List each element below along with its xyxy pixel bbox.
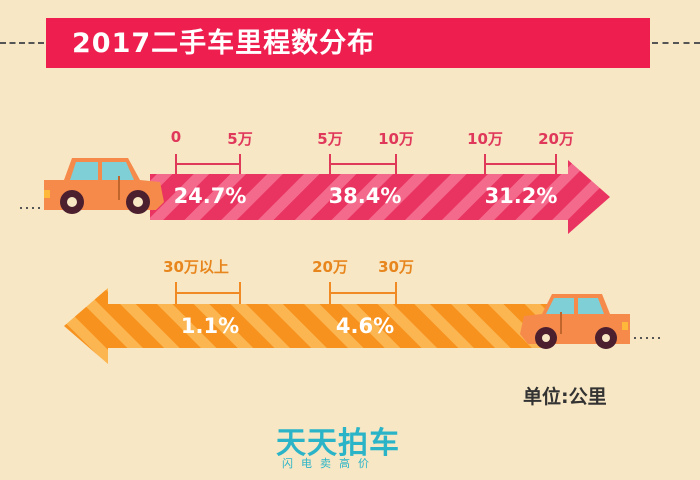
tick-label: 30万	[378, 258, 414, 276]
range-brackets-red	[175, 154, 557, 174]
tick-label: 0	[170, 128, 182, 146]
tick-label: 10万	[467, 130, 503, 148]
data-label: 24.7%	[173, 184, 247, 208]
decorative-dash-left	[0, 42, 44, 44]
unit-label: 单位:公里	[523, 386, 607, 408]
car-right-icon	[520, 294, 660, 349]
brand-slogan: 闪电卖高价	[282, 457, 377, 470]
tick-label: 20万	[312, 258, 348, 276]
tick-label: 5万	[317, 130, 343, 148]
range-bracket-20-30wan	[329, 282, 397, 304]
range-bracket-30wan-plus	[175, 282, 241, 304]
data-label: 4.6%	[335, 314, 395, 338]
chart-title: 2017二手车里程数分布	[72, 28, 376, 59]
arrow-left-mileage	[64, 288, 548, 364]
tick-label: 10万	[378, 130, 414, 148]
data-label: 31.2%	[484, 184, 558, 208]
tick-label: 5万	[227, 130, 253, 148]
data-label: 38.4%	[328, 184, 402, 208]
car-left-icon	[20, 158, 164, 214]
decorative-dash-right	[652, 42, 700, 44]
range-bracket-0-5wan	[175, 154, 241, 174]
range-brackets-orange	[175, 282, 397, 304]
tick-label: 30万以上	[163, 258, 229, 276]
tick-label: 20万	[538, 130, 574, 148]
data-label: 1.1%	[180, 314, 240, 338]
range-bracket-5-10wan	[329, 154, 397, 174]
title-banner	[46, 18, 650, 68]
brand-logo: 天天拍车	[276, 426, 400, 461]
arrow-right-mileage	[150, 160, 610, 234]
range-bracket-10-20wan	[484, 154, 557, 174]
